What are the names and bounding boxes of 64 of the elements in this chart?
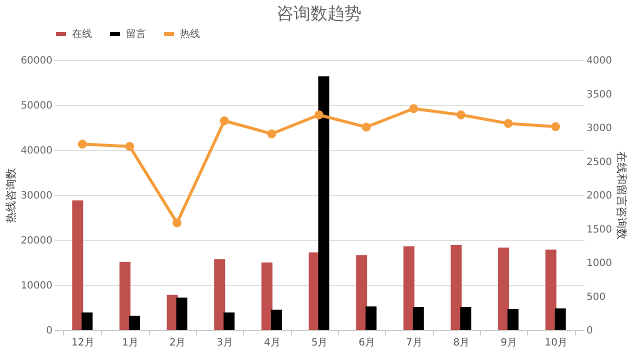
bar xyxy=(508,309,519,330)
x-tick-label: 10月 xyxy=(544,338,568,348)
y2-tick-label: 2000 xyxy=(586,190,612,202)
point xyxy=(125,142,134,151)
bar xyxy=(450,244,462,330)
y-tick-label: 20000 xyxy=(20,236,52,246)
legend-label: 热线 xyxy=(180,28,200,40)
bar xyxy=(366,306,377,330)
y2-tick-label: 3000 xyxy=(586,123,612,134)
x-tick-label: 12月 xyxy=(72,338,94,348)
y-tick-label: 60000 xyxy=(20,56,52,66)
x-tick-label: 7月 xyxy=(406,338,422,348)
point xyxy=(78,140,87,149)
bar xyxy=(214,259,226,330)
bar xyxy=(356,255,368,330)
bar xyxy=(412,307,424,330)
y-tick-label: 0 xyxy=(46,326,52,336)
y-tick-label: 50000 xyxy=(20,100,52,112)
x-tick-label: 5月 xyxy=(311,338,328,348)
point xyxy=(456,110,466,120)
y-axis-title: 热线咨询数 xyxy=(4,168,18,223)
y2-tick-label: 0 xyxy=(586,326,593,336)
y2-tick-label: 1000 xyxy=(586,258,612,269)
y2-tick-label: 2500 xyxy=(586,156,612,168)
bar xyxy=(224,312,235,330)
legend-label: 在线 xyxy=(72,28,92,40)
y2-tick-label: 500 xyxy=(586,292,606,303)
bar xyxy=(498,248,510,330)
chart-title: 咨询数趋势 xyxy=(276,4,362,24)
y-tick-label: 10000 xyxy=(20,280,52,292)
bar xyxy=(261,262,272,330)
point xyxy=(220,116,229,126)
bar xyxy=(554,308,566,330)
point xyxy=(504,118,513,128)
y2-tick-label: 4000 xyxy=(586,56,612,66)
bar xyxy=(119,262,130,330)
x-tick-label: 4月 xyxy=(264,338,280,348)
x-tick-label: 8月 xyxy=(453,338,470,348)
bar xyxy=(545,250,556,330)
point xyxy=(314,110,324,120)
point xyxy=(172,218,182,228)
bar xyxy=(460,307,472,330)
y2-axis-title: 在线和留言咨询数 xyxy=(614,152,628,240)
x-tick-label: 1月 xyxy=(122,338,138,348)
y-tick-label: 40000 xyxy=(20,146,52,156)
point xyxy=(267,129,276,138)
point xyxy=(551,122,560,132)
y-tick-label: 30000 xyxy=(20,190,52,202)
bar xyxy=(72,200,84,330)
bar xyxy=(128,316,140,330)
legend-label: 留言 xyxy=(126,28,146,40)
y2-tick-label: 1500 xyxy=(586,224,612,236)
bar xyxy=(82,312,93,330)
point xyxy=(362,122,371,132)
bar xyxy=(403,246,414,330)
x-tick-label: 2月 xyxy=(169,338,186,348)
y2-tick-label: 3500 xyxy=(586,89,612,100)
x-tick-label: 3月 xyxy=(216,338,234,348)
bar xyxy=(318,76,330,330)
x-tick-label: 6月 xyxy=(358,338,376,348)
bar xyxy=(270,310,282,330)
x-tick-label: 9月 xyxy=(500,338,517,348)
bar xyxy=(176,298,188,330)
point xyxy=(409,104,418,114)
